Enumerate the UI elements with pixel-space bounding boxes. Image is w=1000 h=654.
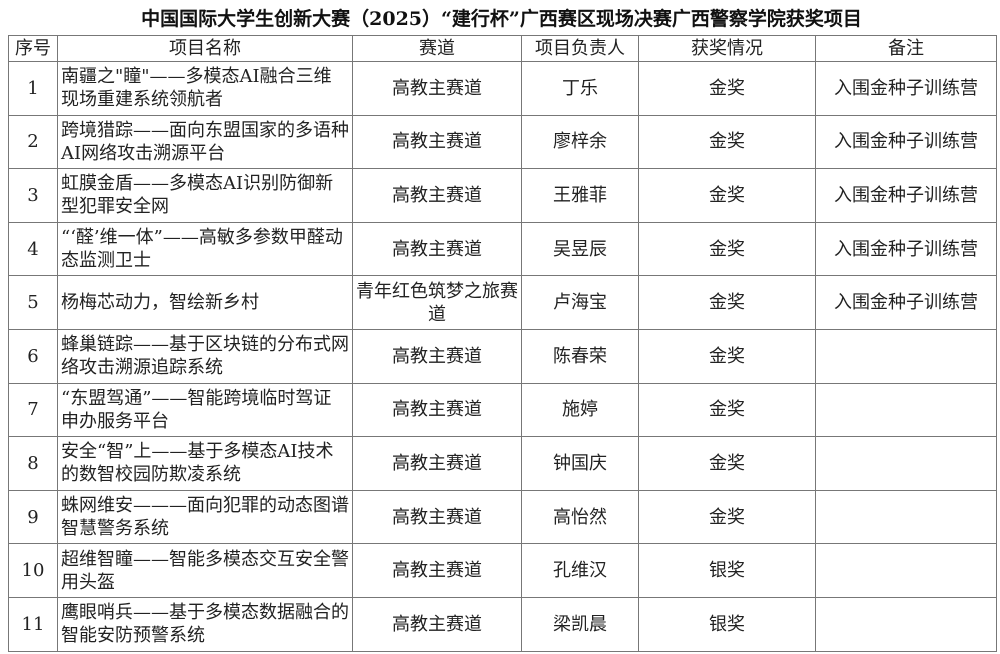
cell-track: 高教主赛道 <box>352 382 522 438</box>
cell-award: 金奖 <box>638 61 816 116</box>
cell-award: 银奖 <box>638 543 816 598</box>
cell-project-name: 杨梅芯动力，智绘新乡村 <box>57 275 353 330</box>
cell-remarks: 入围金种子训练营 <box>815 275 997 330</box>
cell-track: 高教主赛道 <box>352 221 522 277</box>
header-index: 序号 <box>8 35 58 62</box>
cell-project-name: 超维智瞳——智能多模态交互安全警用头盔 <box>57 543 353 598</box>
cell-leader: 施婷 <box>521 382 639 438</box>
cell-track: 高教主赛道 <box>352 328 522 384</box>
table-row: 4 “‘醛’维一体”——高敏多参数甲醛动态监测卫士 高教主赛道 吴昱辰 金奖 入围金种子训… <box>8 221 997 277</box>
cell-award: 金奖 <box>638 114 816 170</box>
cell-remarks: 入围金种子训练营 <box>815 61 997 116</box>
cell-project-name: “东盟驾通”——智能跨境临时驾证申办服务平台 <box>57 382 353 438</box>
cell-track: 高教主赛道 <box>352 543 522 598</box>
cell-project-name: 鹰眼哨兵——基于多模态数据融合的智能安防预警系统 <box>57 596 353 652</box>
cell-track: 高教主赛道 <box>352 61 522 116</box>
table-row: 10 超维智瞳——智能多模态交互安全警用头盔 高教主赛道 孔维汉 银奖 <box>8 543 997 598</box>
header-remarks: 备注 <box>815 35 997 62</box>
cell-award: 金奖 <box>638 168 816 223</box>
cell-remarks <box>815 328 997 384</box>
cell-award: 银奖 <box>638 596 816 652</box>
awards-table: 序号 项目名称 赛道 项目负责人 获奖情况 备注 1 南疆之"瞳"——多模态AI融合三维现场… <box>8 35 997 652</box>
cell-remarks: 入围金种子训练营 <box>815 168 997 223</box>
cell-project-name: 蛛网维安———面向犯罪的动态图谱智慧警务系统 <box>57 489 353 545</box>
cell-index: 4 <box>8 221 58 277</box>
cell-leader: 梁凯晨 <box>521 596 639 652</box>
table-row: 6 蜂巢链踪——基于区块链的分布式网络攻击溯源追踪系统 高教主赛道 陈春荣 金奖 <box>8 328 997 384</box>
cell-track: 高教主赛道 <box>352 114 522 170</box>
cell-remarks <box>815 382 997 438</box>
cell-index: 7 <box>8 382 58 438</box>
cell-award: 金奖 <box>638 328 816 384</box>
cell-track: 高教主赛道 <box>352 489 522 545</box>
table-row: 2 跨境猎踪——面向东盟国家的多语种AI网络攻击溯源平台 高教主赛道 廖梓余 金奖 入围金… <box>8 114 997 170</box>
table-row: 9 蛛网维安———面向犯罪的动态图谱智慧警务系统 高教主赛道 高怡然 金奖 <box>8 489 997 545</box>
table-header-row: 序号 项目名称 赛道 项目负责人 获奖情况 备注 <box>8 35 997 62</box>
cell-index: 9 <box>8 489 58 545</box>
cell-project-name: “‘醛’维一体”——高敏多参数甲醛动态监测卫士 <box>57 221 353 277</box>
cell-project-name: 南疆之"瞳"——多模态AI融合三维现场重建系统领航者 <box>57 61 353 116</box>
header-track: 赛道 <box>352 35 522 62</box>
cell-index: 1 <box>8 61 58 116</box>
cell-remarks: 入围金种子训练营 <box>815 221 997 277</box>
cell-project-name: 跨境猎踪——面向东盟国家的多语种AI网络攻击溯源平台 <box>57 114 353 170</box>
cell-project-name: 安全“智”上——基于多模态AI技术的数智校园防欺凌系统 <box>57 436 353 491</box>
cell-leader: 钟国庆 <box>521 436 639 491</box>
table-row: 3 虹膜金盾——多模态AI识别防御新型犯罪安全网 高教主赛道 王雅菲 金奖 入围金种子训练… <box>8 168 997 223</box>
cell-leader: 吴昱辰 <box>521 221 639 277</box>
cell-leader: 陈春荣 <box>521 328 639 384</box>
cell-leader: 卢海宝 <box>521 275 639 330</box>
cell-index: 6 <box>8 328 58 384</box>
header-leader: 项目负责人 <box>521 35 639 62</box>
cell-index: 10 <box>8 543 58 598</box>
cell-project-name: 虹膜金盾——多模态AI识别防御新型犯罪安全网 <box>57 168 353 223</box>
header-award: 获奖情况 <box>638 35 816 62</box>
cell-award: 金奖 <box>638 489 816 545</box>
page-title: 中国国际大学生创新大赛（2025）“建行杯”广西赛区现场决赛广西警察学院获奖项目 <box>141 8 862 30</box>
table-row: 7 “东盟驾通”——智能跨境临时驾证申办服务平台 高教主赛道 施婷 金奖 <box>8 382 997 438</box>
table-row: 1 南疆之"瞳"——多模态AI融合三维现场重建系统领航者 高教主赛道 丁乐 金奖 入围金种… <box>8 61 997 116</box>
cell-leader: 高怡然 <box>521 489 639 545</box>
cell-index: 8 <box>8 436 58 491</box>
cell-remarks <box>815 596 997 652</box>
cell-index: 11 <box>8 596 58 652</box>
table-row: 11 鹰眼哨兵——基于多模态数据融合的智能安防预警系统 高教主赛道 梁凯晨 银奖 <box>8 596 997 652</box>
cell-index: 5 <box>8 275 58 330</box>
table-row: 8 安全“智”上——基于多模态AI技术的数智校园防欺凌系统 高教主赛道 钟国庆 金奖 <box>8 436 997 491</box>
cell-remarks <box>815 436 997 491</box>
cell-award: 金奖 <box>638 221 816 277</box>
cell-track: 高教主赛道 <box>352 596 522 652</box>
cell-remarks <box>815 489 997 545</box>
cell-award: 金奖 <box>638 382 816 438</box>
cell-index: 2 <box>8 114 58 170</box>
cell-leader: 王雅菲 <box>521 168 639 223</box>
cell-leader: 廖梓余 <box>521 114 639 170</box>
header-project-name: 项目名称 <box>57 35 353 62</box>
cell-track: 青年红色筑梦之旅赛道 <box>352 275 522 330</box>
cell-remarks: 入围金种子训练营 <box>815 114 997 170</box>
cell-leader: 孔维汉 <box>521 543 639 598</box>
cell-project-name: 蜂巢链踪——基于区块链的分布式网络攻击溯源追踪系统 <box>57 328 353 384</box>
cell-leader: 丁乐 <box>521 61 639 116</box>
table-row: 5 杨梅芯动力，智绘新乡村 青年红色筑梦之旅赛道 卢海宝 金奖 入围金种子训练营 <box>8 275 997 330</box>
cell-index: 3 <box>8 168 58 223</box>
cell-remarks <box>815 543 997 598</box>
cell-award: 金奖 <box>638 275 816 330</box>
cell-track: 高教主赛道 <box>352 168 522 223</box>
cell-award: 金奖 <box>638 436 816 491</box>
cell-track: 高教主赛道 <box>352 436 522 491</box>
